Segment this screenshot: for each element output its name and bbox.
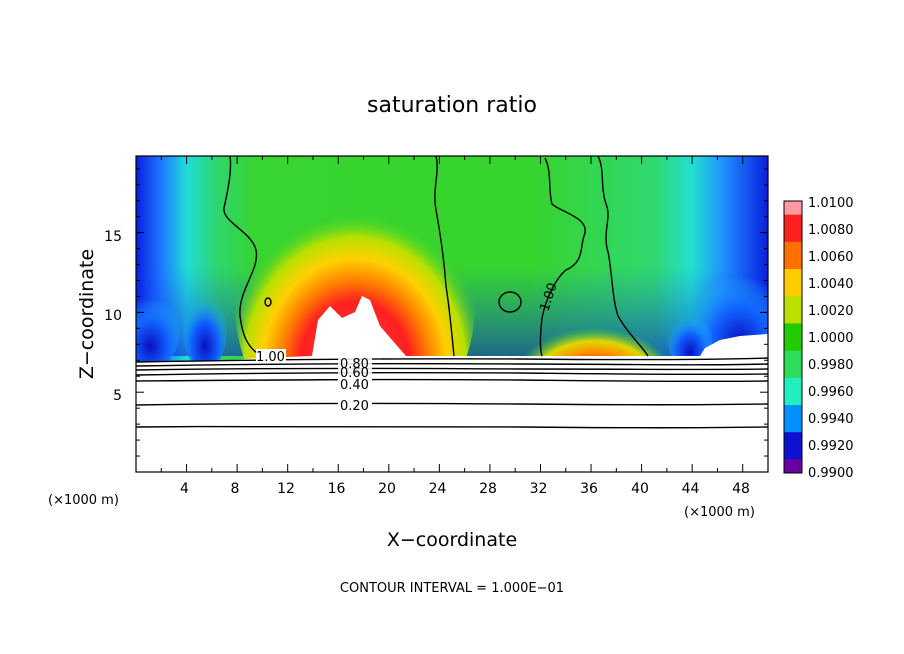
- colorbar-label: 1.0060: [808, 250, 854, 265]
- colorbar-cell: [784, 269, 802, 297]
- x-tick-labels: 4 8 12 16 20 24 28 32 36 40 44 48: [180, 481, 750, 497]
- x-tick-label: 36: [580, 481, 598, 497]
- contour-label-4: 0.60: [340, 366, 369, 381]
- x-tick-label: 32: [530, 481, 548, 497]
- colorbar-cells: [784, 201, 802, 474]
- x-tick-label: 44: [682, 481, 700, 497]
- colorbar-cell: [784, 214, 802, 243]
- colorbar-cell: [784, 296, 802, 324]
- x-tick-label: 8: [231, 481, 240, 497]
- colorbar-label: 0.9900: [808, 466, 854, 481]
- colorbar-label: 1.0040: [808, 277, 854, 292]
- colorbar-label: 0.9920: [808, 439, 854, 454]
- tick-marks: [136, 156, 768, 472]
- colorbar-cell: [784, 350, 802, 379]
- colorbar-label: 0.9960: [808, 385, 854, 400]
- colorbar-label: 1.0100: [808, 196, 854, 211]
- contour-label-3: 0.80: [340, 357, 369, 372]
- colorbar-cell: [784, 459, 802, 474]
- y-tick-label: 5: [113, 388, 122, 404]
- colorbar-cell: [784, 323, 802, 352]
- contour-labels: 1.00 1.00 0.80 0.60 0.40 0.20: [256, 281, 561, 414]
- x-unit-left: (×1000 m): [48, 493, 119, 508]
- x-tick-label: 12: [277, 481, 295, 497]
- colorbar-label: 0.9940: [808, 412, 854, 427]
- x-axis-label: X−coordinate: [387, 529, 517, 551]
- x-tick-label: 4: [180, 481, 189, 497]
- y-tick-label: 15: [104, 229, 122, 245]
- heatmap-field: 1.00 1.00 0.80 0.60 0.40 0.20: [136, 156, 768, 472]
- x-unit-right: (×1000 m): [684, 505, 755, 520]
- y-axis-label: Z−coordinate: [76, 249, 98, 379]
- colorbar-label: 1.0020: [808, 304, 854, 319]
- x-tick-label: 28: [479, 481, 497, 497]
- y-tick-labels: 5 10 15: [104, 229, 122, 404]
- chart-title: saturation ratio: [367, 93, 537, 118]
- colorbar-label: 1.0000: [808, 331, 854, 346]
- x-tick-label: 48: [732, 481, 750, 497]
- x-tick-label: 24: [429, 481, 447, 497]
- contour-label-6: 0.20: [340, 399, 369, 414]
- colorbar-cell: [784, 405, 802, 433]
- colorbar-cell: [784, 201, 802, 216]
- contour-lines: [136, 156, 768, 429]
- colorbar-cell: [784, 432, 802, 460]
- colorbar-cell: [784, 377, 802, 406]
- x-tick-label: 20: [378, 481, 396, 497]
- colorbar-cell: [784, 241, 802, 270]
- colorbar-label: 1.0080: [808, 223, 854, 238]
- x-tick-label: 16: [328, 481, 346, 497]
- contour-label-1: 1.00: [256, 350, 285, 365]
- x-tick-label: 40: [631, 481, 649, 497]
- colorbar-label: 0.9980: [808, 358, 854, 373]
- colorbar-frame: [783, 200, 803, 474]
- contour-label-5: 0.40: [340, 378, 369, 393]
- plot-frame: [135, 155, 769, 473]
- y-tick-label: 10: [104, 308, 122, 324]
- contour-interval-note: CONTOUR INTERVAL = 1.000E−01: [340, 581, 564, 596]
- colorbar-labels: 1.0100 1.0080 1.0060 1.0040 1.0020 1.000…: [808, 196, 854, 481]
- colorbar: 1.0100 1.0080 1.0060 1.0040 1.0020 1.000…: [783, 196, 854, 481]
